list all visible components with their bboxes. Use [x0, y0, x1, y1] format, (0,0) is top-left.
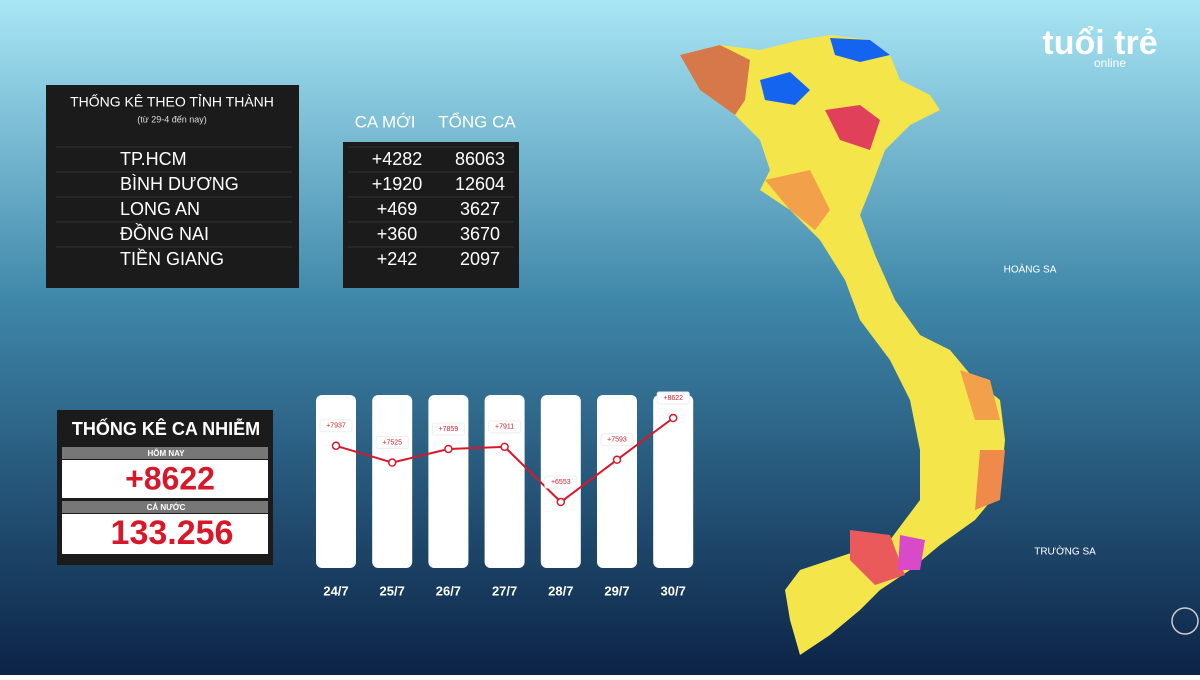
new-cases: +360 [377, 224, 418, 244]
point [556, 497, 566, 507]
value-box [62, 460, 268, 498]
label-box [431, 422, 465, 436]
point [612, 455, 622, 465]
map: HOÀNG SA TRƯỜNG SA [680, 35, 1096, 655]
summary-label: CẢ NƯỚC [147, 503, 186, 512]
value-label: +7525 [382, 439, 402, 446]
label-bar [62, 447, 268, 459]
point [331, 441, 341, 451]
column [653, 395, 694, 568]
region [960, 370, 1000, 420]
point [387, 458, 397, 467]
x-label: 24/7 [323, 583, 348, 598]
value-label: +7911 [495, 424, 514, 431]
point [668, 413, 678, 423]
label-box [656, 391, 690, 405]
x-label: 25/7 [380, 583, 405, 598]
label-box [600, 433, 634, 447]
table-panel [343, 142, 519, 288]
map-label: HOÀNG SA [1004, 263, 1057, 276]
country-shape [680, 35, 1005, 655]
value-label: +7937 [326, 423, 346, 430]
summary-value: 133.256 [111, 514, 234, 552]
total-cases: 2097 [460, 249, 500, 269]
province-name: ĐỒNG NAI [120, 223, 209, 244]
label-box [375, 436, 409, 450]
value-label: +7593 [607, 437, 627, 444]
label-box [319, 419, 353, 433]
value-label: +7859 [439, 426, 459, 433]
region [898, 535, 925, 570]
new-cases: +4282 [372, 149, 423, 169]
region [680, 45, 750, 115]
logo-text: tuổi trẻ [1042, 24, 1157, 62]
daily-chart: +7937 24/7 +7525 25/7 +7859 26/7 +7911 27/7 +655… [316, 391, 694, 598]
region [825, 105, 880, 150]
x-label: 28/7 [548, 583, 573, 598]
logo-sub: online [1094, 56, 1126, 70]
region [850, 530, 905, 585]
value-label: +8622 [663, 395, 683, 402]
province-name: LONG AN [120, 199, 200, 219]
new-cases: +242 [377, 249, 418, 269]
total-cases: 3627 [460, 199, 500, 219]
x-label: 30/7 [661, 583, 686, 598]
total-cases: 3670 [460, 224, 500, 244]
value-box [62, 514, 268, 554]
table-panel [46, 85, 299, 288]
column [316, 395, 356, 568]
column [372, 395, 413, 568]
province-name: BÌNH DƯƠNG [120, 174, 239, 194]
province-name: TIỀN GIANG [120, 248, 224, 269]
column-header: TỔNG CA [438, 112, 516, 131]
summary-value: +8622 [125, 460, 215, 496]
column [484, 395, 525, 568]
province-name: TP.HCM [120, 149, 187, 169]
table-title: THỐNG KÊ THEO TỈNH THÀNH [70, 93, 274, 110]
value-label: +6553 [551, 479, 571, 486]
x-label: 26/7 [436, 583, 461, 598]
new-cases: +469 [377, 199, 418, 219]
region [760, 72, 810, 105]
x-label: 27/7 [492, 583, 517, 598]
point [500, 442, 509, 452]
label-bar [62, 501, 268, 513]
column-header: CA MỚI [355, 112, 416, 131]
summary-title: THỐNG KÊ CA NHIỄM [72, 418, 260, 439]
new-cases: +1920 [372, 174, 423, 194]
column [597, 395, 637, 568]
table-rows: TP.HCM +4282 86063 BÌNH DƯƠNG +1920 12604 LONG… [56, 146, 514, 269]
volume-button[interactable] [1171, 607, 1199, 635]
total-cases: 86063 [455, 149, 505, 169]
label-box [488, 420, 522, 434]
column [428, 395, 469, 568]
summary-label: HÔM NAY [147, 449, 185, 458]
logo: tuổi trẻ online [1042, 24, 1157, 70]
region [765, 170, 830, 230]
region [975, 450, 1005, 510]
map-label: TRƯỜNG SA [1034, 545, 1096, 558]
total-cases: 12604 [455, 174, 505, 194]
point [444, 444, 453, 454]
region [830, 38, 890, 62]
label-box [544, 475, 578, 489]
table-subtitle: (từ 29-4 đến nay) [137, 114, 207, 124]
x-label: 29/7 [604, 583, 629, 598]
